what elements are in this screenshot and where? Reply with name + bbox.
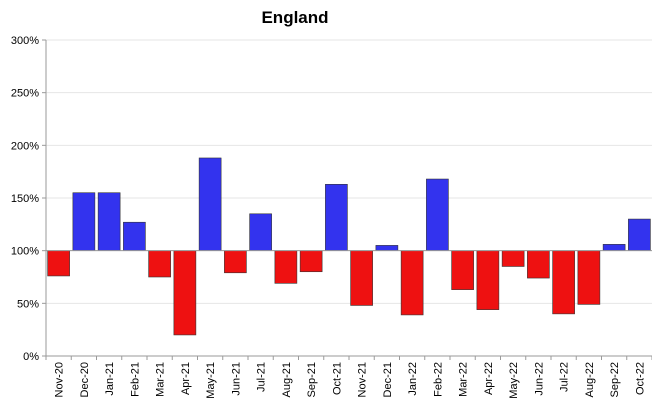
y-tick-label: 200% — [11, 140, 39, 152]
bar-Sep-21 — [299, 250, 323, 273]
x-tick-label: Jan-21 — [104, 362, 116, 396]
x-tick-label: Nov-21 — [357, 362, 369, 397]
x-tick-label: Oct-21 — [331, 362, 343, 395]
bar-May-21 — [198, 157, 222, 251]
bar-Nov-21 — [350, 250, 373, 306]
x-tick-label: Dec-21 — [382, 362, 394, 397]
x-tick-label: Sep-22 — [609, 362, 621, 397]
x-tick-label: Mar-22 — [458, 362, 470, 397]
x-tick-label: Apr-22 — [483, 362, 495, 395]
y-tick-label: 150% — [11, 193, 39, 205]
bar-Dec-21 — [375, 245, 399, 251]
bar-Jan-22 — [400, 250, 424, 316]
bar-Feb-22 — [426, 178, 449, 251]
x-tick-label: Oct-22 — [634, 362, 646, 395]
bar-Aug-21 — [274, 250, 298, 284]
x-tick-label: Jan-22 — [407, 362, 419, 396]
x-tick-label: Dec-20 — [79, 362, 91, 397]
bar-Oct-22 — [628, 218, 651, 251]
chart-title: England — [261, 8, 328, 27]
x-tick-label: May-21 — [205, 362, 217, 399]
bar-Sep-22 — [602, 244, 626, 251]
bar-Feb-21 — [123, 221, 146, 251]
bar-Mar-22 — [451, 250, 474, 290]
bar-Dec-20 — [72, 192, 96, 251]
x-tick-label: Feb-22 — [432, 362, 444, 397]
x-tick-label: Jun-22 — [533, 362, 545, 396]
x-tick-label: Aug-22 — [584, 362, 596, 397]
bar-Oct-21 — [325, 184, 348, 251]
y-tick-label: 50% — [17, 298, 39, 310]
x-tick-label: Mar-21 — [155, 362, 167, 397]
bar-Apr-22 — [476, 250, 500, 310]
bar-Mar-21 — [148, 250, 171, 278]
y-tick-label: 100% — [11, 246, 39, 258]
x-tick-label: Apr-21 — [180, 362, 192, 395]
bar-Aug-22 — [577, 250, 601, 305]
bar-Apr-21 — [173, 250, 197, 336]
bar-Jul-21 — [249, 213, 272, 251]
bar-Jun-21 — [224, 250, 247, 274]
bar-May-22 — [501, 250, 525, 267]
x-tick-label: Feb-21 — [129, 362, 141, 397]
x-axis-ticks: Nov-20 Dec-20 Jan-21 Feb-21 Mar-21 Apr-21 May-… — [45, 356, 652, 399]
y-tick-label: 250% — [11, 88, 39, 100]
y-tick-label: 300% — [11, 35, 39, 47]
y-axis-ticks: 0% 50% 100% 150% 200% 250% 300% — [11, 35, 46, 363]
x-tick-label: Jul-21 — [256, 362, 268, 392]
x-tick-label: Jun-21 — [230, 362, 242, 396]
x-tick-label: Nov-20 — [54, 362, 66, 397]
y-tick-label: 0% — [23, 351, 39, 363]
bar-Nov-20 — [47, 250, 70, 277]
x-tick-label: Aug-21 — [281, 362, 293, 397]
x-tick-label: May-22 — [508, 362, 520, 399]
bars — [47, 157, 651, 336]
bar-Jan-21 — [97, 192, 121, 251]
x-tick-label: Jul-22 — [559, 362, 571, 392]
bar-Jun-22 — [527, 250, 550, 279]
x-tick-label: Sep-21 — [306, 362, 318, 397]
bar-Jul-22 — [552, 250, 575, 315]
